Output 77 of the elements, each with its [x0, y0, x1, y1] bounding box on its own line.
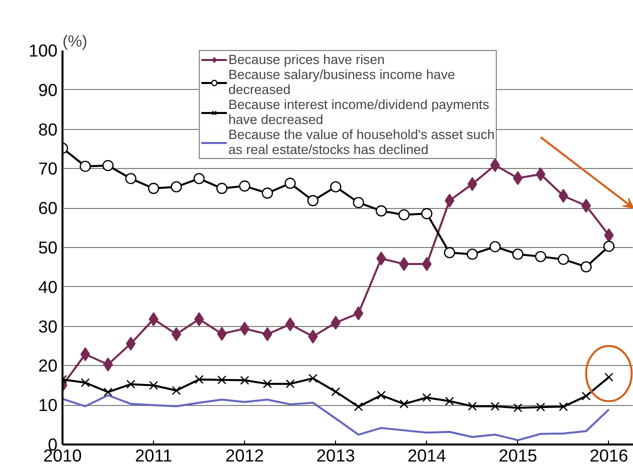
y-tick-label: 20: [38, 356, 58, 376]
y-tick-label: 90: [38, 80, 58, 100]
point: [376, 205, 387, 216]
point: [172, 386, 181, 396]
point: [330, 181, 342, 192]
point: [126, 380, 136, 389]
point: [80, 160, 91, 172]
point: [513, 403, 522, 412]
point: [512, 248, 524, 260]
point: [149, 380, 158, 390]
point: [217, 375, 226, 384]
y-tick-label: 10: [38, 395, 58, 416]
y-tick-label: 70: [38, 158, 58, 179]
point: [194, 375, 204, 384]
point: [194, 172, 205, 184]
y-tick-label: 60: [38, 198, 58, 218]
x-tick-label: 2011: [134, 446, 172, 466]
x-tick-label: 2014: [408, 446, 446, 466]
point: [421, 208, 432, 220]
point: [490, 402, 500, 411]
point: [467, 177, 478, 192]
point: [125, 172, 136, 184]
x-tick-label: 2013: [316, 446, 355, 466]
point: [330, 316, 341, 330]
x-tick-label: 2012: [225, 446, 264, 466]
legend-label: Because interest income/dividend payments have decreased: [228, 97, 490, 127]
point: [466, 248, 478, 260]
point: [468, 402, 477, 411]
point: [580, 261, 592, 272]
point: [148, 182, 160, 194]
x-tick-label: 2016: [590, 446, 628, 466]
point: [354, 402, 363, 412]
point: [285, 317, 296, 332]
point: [489, 241, 501, 252]
x-tick-label: 2015: [498, 446, 538, 466]
point: [422, 393, 432, 402]
y-tick-label: 100: [28, 40, 58, 60]
point: [376, 390, 386, 400]
y-tick-label: 30: [38, 316, 58, 336]
point: [80, 378, 90, 388]
point: [80, 347, 90, 362]
point: [603, 240, 615, 252]
point: [445, 396, 454, 406]
point: [308, 374, 318, 383]
point: [535, 250, 546, 262]
point: [400, 399, 408, 408]
point: [558, 402, 568, 412]
point: [240, 376, 250, 385]
line-series: [62, 394, 610, 442]
point: [444, 247, 456, 258]
point: [582, 392, 591, 401]
legend-label: Because prices have risen: [228, 52, 385, 67]
y-tick-label: 40: [38, 276, 58, 297]
point: [536, 402, 546, 412]
point: [422, 257, 432, 272]
point: [352, 196, 364, 208]
point: [398, 209, 410, 220]
point: [307, 195, 319, 206]
point: [262, 379, 272, 388]
point: [262, 188, 274, 199]
point: [170, 181, 182, 192]
point: [239, 180, 250, 192]
y-tick-label: 50: [38, 238, 58, 258]
point: [376, 252, 386, 266]
point: [604, 372, 614, 382]
point: [558, 254, 569, 265]
y-axis-title: (%): [62, 34, 88, 50]
legend-label: Because salary/business income have decreased: [228, 67, 456, 97]
point: [286, 379, 295, 388]
point: [216, 182, 228, 194]
point: [331, 387, 340, 396]
point: [126, 336, 136, 351]
legend-label: Because the value of household's asset such as real estate/stocks has declined: [228, 127, 495, 157]
point: [102, 160, 114, 172]
point: [284, 178, 296, 189]
y-tick-label: 80: [38, 119, 58, 140]
point: [104, 388, 113, 397]
